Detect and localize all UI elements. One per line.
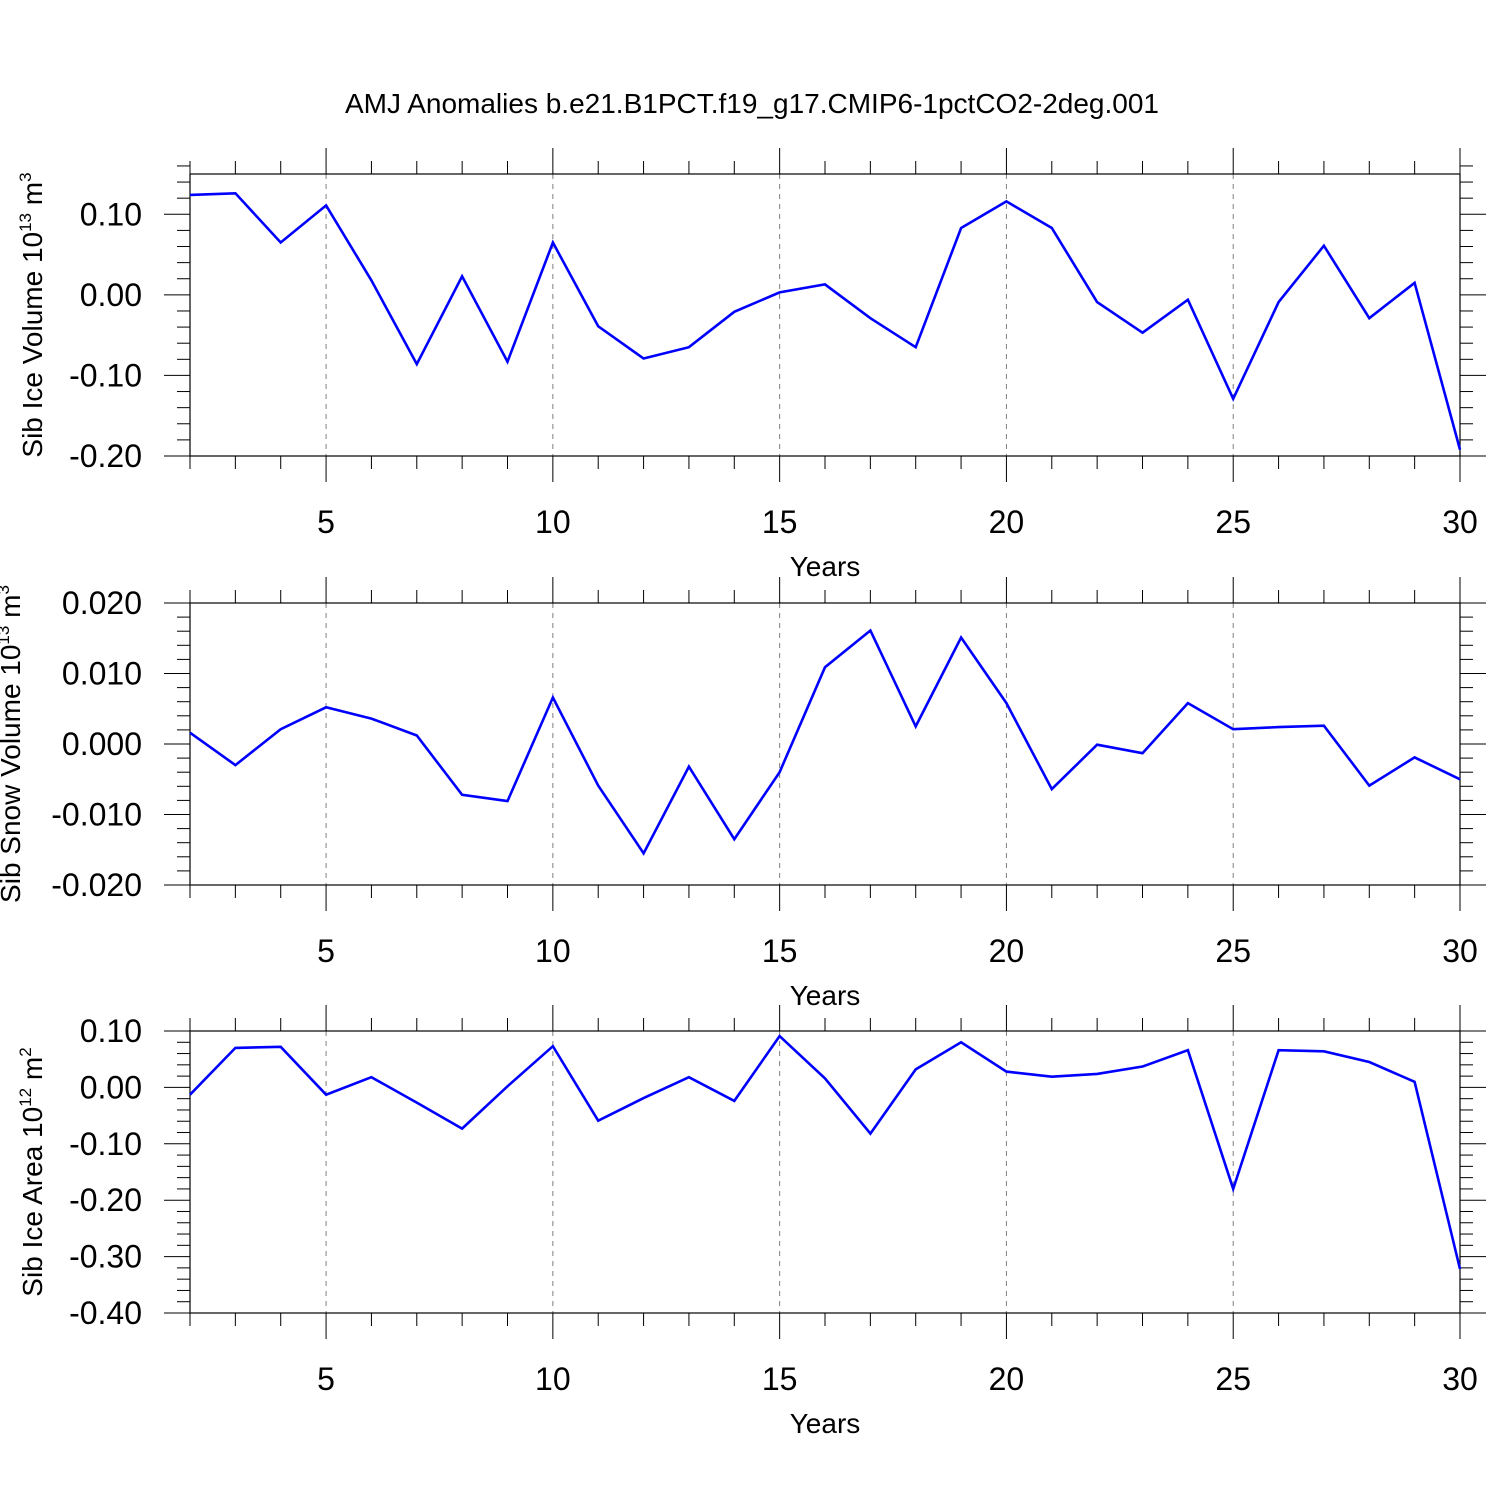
x-tick-label: 5 [317, 1361, 335, 1397]
x-tick-label: 10 [535, 933, 571, 969]
y-tick-label: -0.10 [69, 357, 142, 393]
y-tick-label: -0.20 [69, 438, 142, 474]
x-tick-label: 5 [317, 504, 335, 540]
x-axis-label: Years [790, 1408, 861, 1439]
y-tick-label: 0.020 [62, 585, 142, 621]
y-tick-label: -0.30 [69, 1239, 142, 1275]
x-tick-label: 20 [989, 1361, 1025, 1397]
x-tick-label: 30 [1442, 933, 1478, 969]
y-tick-label: 0.00 [80, 1069, 142, 1105]
x-tick-label: 15 [762, 504, 798, 540]
x-tick-label: 30 [1442, 1361, 1478, 1397]
y-tick-label: -0.40 [69, 1295, 142, 1331]
series-line [189, 1034, 1462, 1270]
y-tick-label: 0.10 [80, 196, 142, 232]
y-axis-label-unit-exponent: 3 [16, 172, 35, 181]
panel-2: 5 10 15 20 25 30 -0.020 -0.010 0.000 0.010 0.020 Ye… [0, 577, 1486, 1011]
x-tick-label: 10 [535, 1361, 571, 1397]
y-axis-label-unit-exponent: 2 [16, 1047, 35, 1056]
y-tick-label: 0.010 [62, 656, 142, 692]
x-tick-label: 20 [989, 933, 1025, 969]
y-axis-label-exponent: 13 [0, 626, 13, 645]
panel-3: 5 10 15 20 25 30 -0.40 -0.30 -0.20 -0.10 0.00 0.10 Y… [16, 1005, 1486, 1439]
x-tick-label: 25 [1215, 933, 1251, 969]
y-axis-label: Sib Ice Volume 1013 m3 [16, 172, 48, 457]
y-tick-label: 0.10 [80, 1013, 142, 1049]
y-tick-label: -0.20 [69, 1182, 142, 1218]
y-axis-label-unit-exponent: 3 [0, 585, 13, 594]
y-axis-label-unit: m [17, 1057, 48, 1088]
x-tick-label: 15 [762, 933, 798, 969]
y-axis-label-unit: m [0, 595, 26, 626]
x-tick-label: 10 [535, 504, 571, 540]
x-axis-label: Years [790, 551, 861, 582]
x-tick-label: 15 [762, 1361, 798, 1397]
y-axis-label-text: Sib Snow Volume 10 [0, 645, 26, 903]
y-axis-label: Sib Ice Area 1012 m2 [16, 1047, 48, 1296]
series-line [189, 191, 1462, 450]
x-tick-label: 20 [989, 504, 1025, 540]
y-tick-label: 0.000 [62, 726, 142, 762]
y-tick-label: 0.00 [80, 277, 142, 313]
y-axis-label-text: Sib Ice Area 10 [17, 1107, 48, 1297]
x-tick-label: 25 [1215, 1361, 1251, 1397]
x-tick-label: 25 [1215, 504, 1251, 540]
y-tick-label: -0.10 [69, 1126, 142, 1162]
y-axis-label-exponent: 12 [16, 1088, 35, 1107]
x-axis-label: Years [790, 980, 861, 1011]
y-axis-label-unit: m [17, 182, 48, 213]
panel-1: 5 10 15 20 25 30 -0.20 -0.10 0.00 0.10 Years Sib Ic… [16, 148, 1486, 582]
x-tick-label: 30 [1442, 504, 1478, 540]
y-tick-label: -0.010 [51, 797, 142, 833]
y-axis-label-exponent: 13 [16, 213, 35, 232]
x-tick-label: 5 [317, 933, 335, 969]
y-tick-label: -0.020 [51, 867, 142, 903]
y-axis-label: Sib Snow Volume 1013 m3 [0, 585, 26, 903]
y-axis-label-text: Sib Ice Volume 10 [17, 232, 48, 458]
series-line [189, 628, 1461, 856]
chart-title: AMJ Anomalies b.e21.B1PCT.f19_g17.CMIP6-… [345, 88, 1159, 119]
